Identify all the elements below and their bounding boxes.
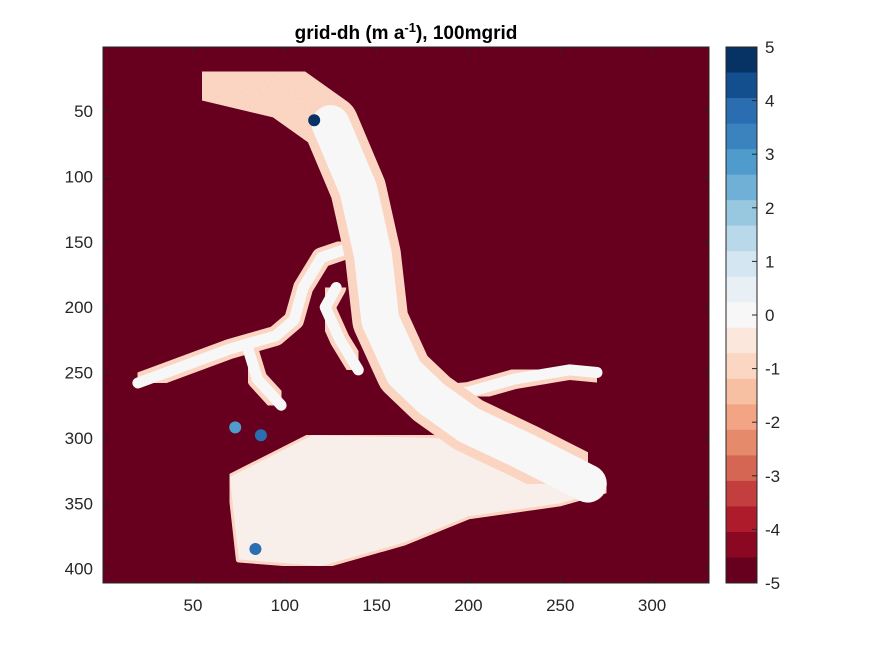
positive-spot-3	[229, 421, 242, 434]
positive-spot-0	[308, 114, 321, 127]
x-tick-label: 300	[638, 596, 666, 615]
x-tick-label: 250	[546, 596, 574, 615]
positive-spot-2	[249, 543, 262, 556]
colorbar-segment	[726, 506, 757, 533]
y-tick-label: 350	[65, 494, 93, 513]
colorbar-tick-label: -3	[765, 467, 780, 486]
colorbar-segment	[726, 72, 757, 99]
glacier-region	[127, 47, 616, 569]
colorbar-segment	[726, 429, 757, 456]
chart-title: grid-dh (m a-1), 100mgrid	[295, 20, 518, 44]
colorbar-tick-label: 0	[765, 306, 774, 325]
plot-frame	[102, 46, 710, 584]
colorbar-segment	[726, 327, 757, 354]
colorbar-tick-label: 2	[765, 199, 774, 218]
positive-spot-1	[254, 429, 267, 442]
tributary-core-0	[132, 236, 373, 389]
y-tick-label: 100	[65, 167, 93, 186]
colorbar	[725, 46, 758, 584]
colorbar-segment	[726, 531, 757, 558]
y-axis: 50 100 150 200 250 300 350 400	[65, 102, 709, 579]
colorbar-tick-label: 4	[765, 92, 774, 111]
colorbar-segment	[726, 225, 757, 252]
colorbar-axis: 5 4 3 2 1 0 -1 -2 -3 -4 -5	[752, 38, 780, 593]
x-tick-label: 200	[454, 596, 482, 615]
colorbar-segment	[726, 557, 757, 584]
colorbar-segment	[726, 480, 757, 507]
colorbar-tick-label: -2	[765, 413, 780, 432]
x-axis: 50 100 150 200 250 300	[184, 47, 666, 615]
colorbar-segment	[726, 123, 757, 150]
y-tick-label: 150	[65, 233, 93, 252]
glacier-trunk-core	[311, 105, 607, 503]
y-tick-label: 50	[74, 102, 93, 121]
title-suffix: ), 100mgrid	[416, 23, 517, 44]
colorbar-segment	[726, 200, 757, 227]
colorbar-tick-label: -1	[765, 360, 780, 379]
tributary-core-1	[319, 282, 364, 376]
x-tick-label: 100	[271, 596, 299, 615]
colorbar-segment	[726, 98, 757, 125]
x-tick-label: 50	[184, 596, 203, 615]
colorbar-segment	[726, 378, 757, 405]
y-tick-label: 250	[65, 364, 93, 383]
y-tick-label: 300	[65, 429, 93, 448]
colorbar-tick-label: 1	[765, 252, 774, 271]
colorbar-tick-label: -4	[765, 520, 780, 539]
colorbar-segment	[726, 404, 757, 431]
tributary-core-2	[242, 343, 287, 411]
colorbar-segment	[726, 455, 757, 482]
positive-spots	[229, 114, 321, 556]
colorbar-tick-label: -5	[765, 574, 780, 593]
colorbar-segment	[726, 353, 757, 380]
title-prefix: grid-dh (m a	[295, 23, 405, 44]
colorbar-segment	[726, 47, 757, 74]
colorbar-segment	[726, 149, 757, 176]
x-tick-label: 150	[362, 596, 390, 615]
colorbar-segment	[726, 302, 757, 329]
colorbar-segment	[726, 251, 757, 278]
colorbar-segment	[726, 276, 757, 303]
title-superscript: -1	[404, 20, 416, 35]
colorbar-segment	[726, 174, 757, 201]
y-tick-label: 200	[65, 298, 93, 317]
y-tick-label: 400	[65, 560, 93, 579]
colorbar-tick-label: 5	[765, 38, 774, 57]
colorbar-tick-label: 3	[765, 145, 774, 164]
